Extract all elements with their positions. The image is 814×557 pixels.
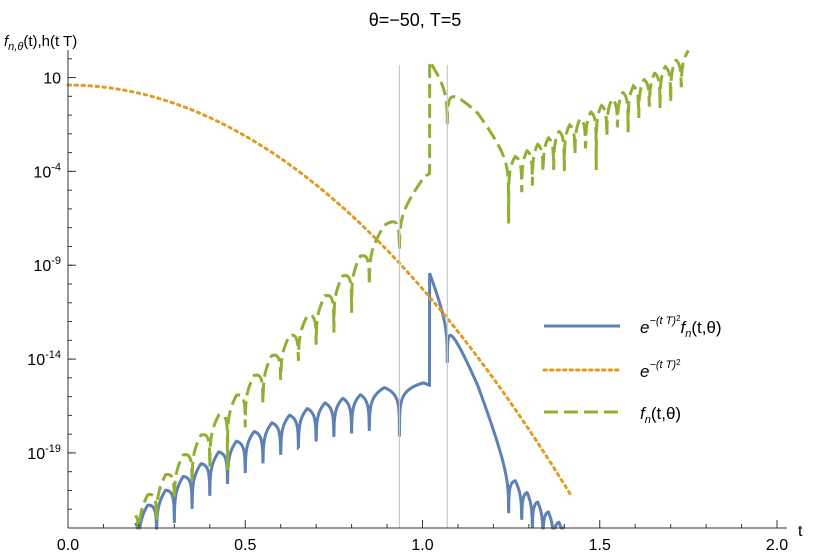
- y-tick-label: 10-19: [27, 443, 61, 463]
- legend-label-series-1: e−(t T)2fn(t,θ): [640, 314, 722, 340]
- tick-labels: 0.0 0.5 1.0 1.5 2.0 10 10-4 10-9 10-14 10-19: [27, 71, 788, 554]
- chart-title: θ=−50, T=5: [369, 10, 462, 30]
- series-line-3: [134, 49, 690, 530]
- axes-layer: [67, 50, 787, 529]
- y-tick-label: 10-4: [33, 161, 61, 181]
- series-line-1: [134, 272, 565, 530]
- x-tick-label: 0.0: [57, 537, 79, 554]
- series-layer: [66, 49, 690, 530]
- x-axis-label: t: [798, 523, 803, 540]
- y-tick-label: 10-9: [33, 255, 61, 275]
- series-line-2: [66, 83, 573, 498]
- x-tick-label: 1.5: [589, 537, 611, 554]
- legend: e−(t T)2fn(t,θ) e−(t T)2 fn(t,θ): [542, 314, 722, 426]
- x-tick-label: 1.0: [411, 537, 433, 554]
- y-tick-label: 10-14: [27, 349, 61, 369]
- legend-label-series-2: e−(t T)2: [640, 358, 681, 381]
- y-axis-label: fn,θ(t),h(t T): [4, 33, 77, 53]
- legend-label-series-3: fn(t,θ): [640, 404, 681, 426]
- x-tick-label: 2.0: [766, 537, 788, 554]
- x-tick-label: 0.5: [234, 537, 256, 554]
- y-tick-label: 10: [43, 71, 61, 88]
